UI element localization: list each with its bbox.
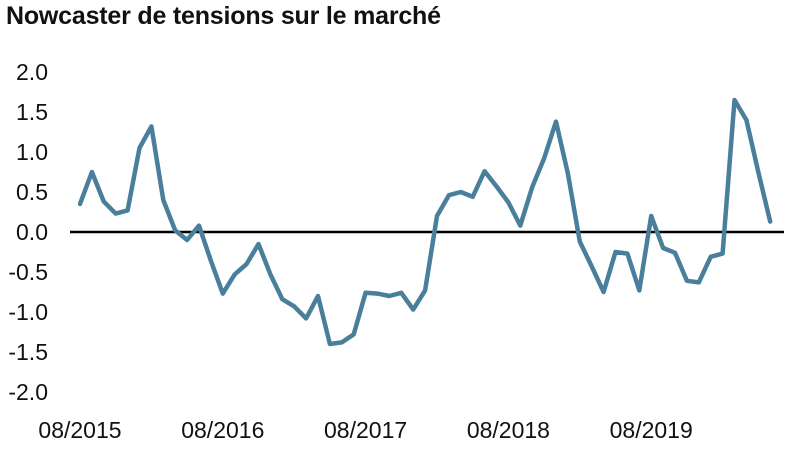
y-tick-label: 0.0 <box>16 219 48 245</box>
x-tick-label: 08/2019 <box>610 417 693 443</box>
series-line <box>77 97 773 347</box>
y-tick-label: -2.0 <box>8 379 48 405</box>
x-tick-label: 08/2016 <box>181 417 264 443</box>
y-tick-label: -1.0 <box>8 299 48 325</box>
x-tick-label: 08/2017 <box>324 417 407 443</box>
y-tick-label: 2.0 <box>16 59 48 85</box>
y-tick-label: 1.0 <box>16 139 48 165</box>
y-tick-label: -0.5 <box>8 259 48 285</box>
y-tick-label: 0.5 <box>16 179 48 205</box>
chart-title: Nowcaster de tensions sur le marché <box>6 2 441 30</box>
x-tick-label: 08/2015 <box>38 417 121 443</box>
y-tick-label: 1.5 <box>16 99 48 125</box>
x-tick-label: 08/2018 <box>467 417 550 443</box>
y-tick-label: -1.5 <box>8 339 48 365</box>
